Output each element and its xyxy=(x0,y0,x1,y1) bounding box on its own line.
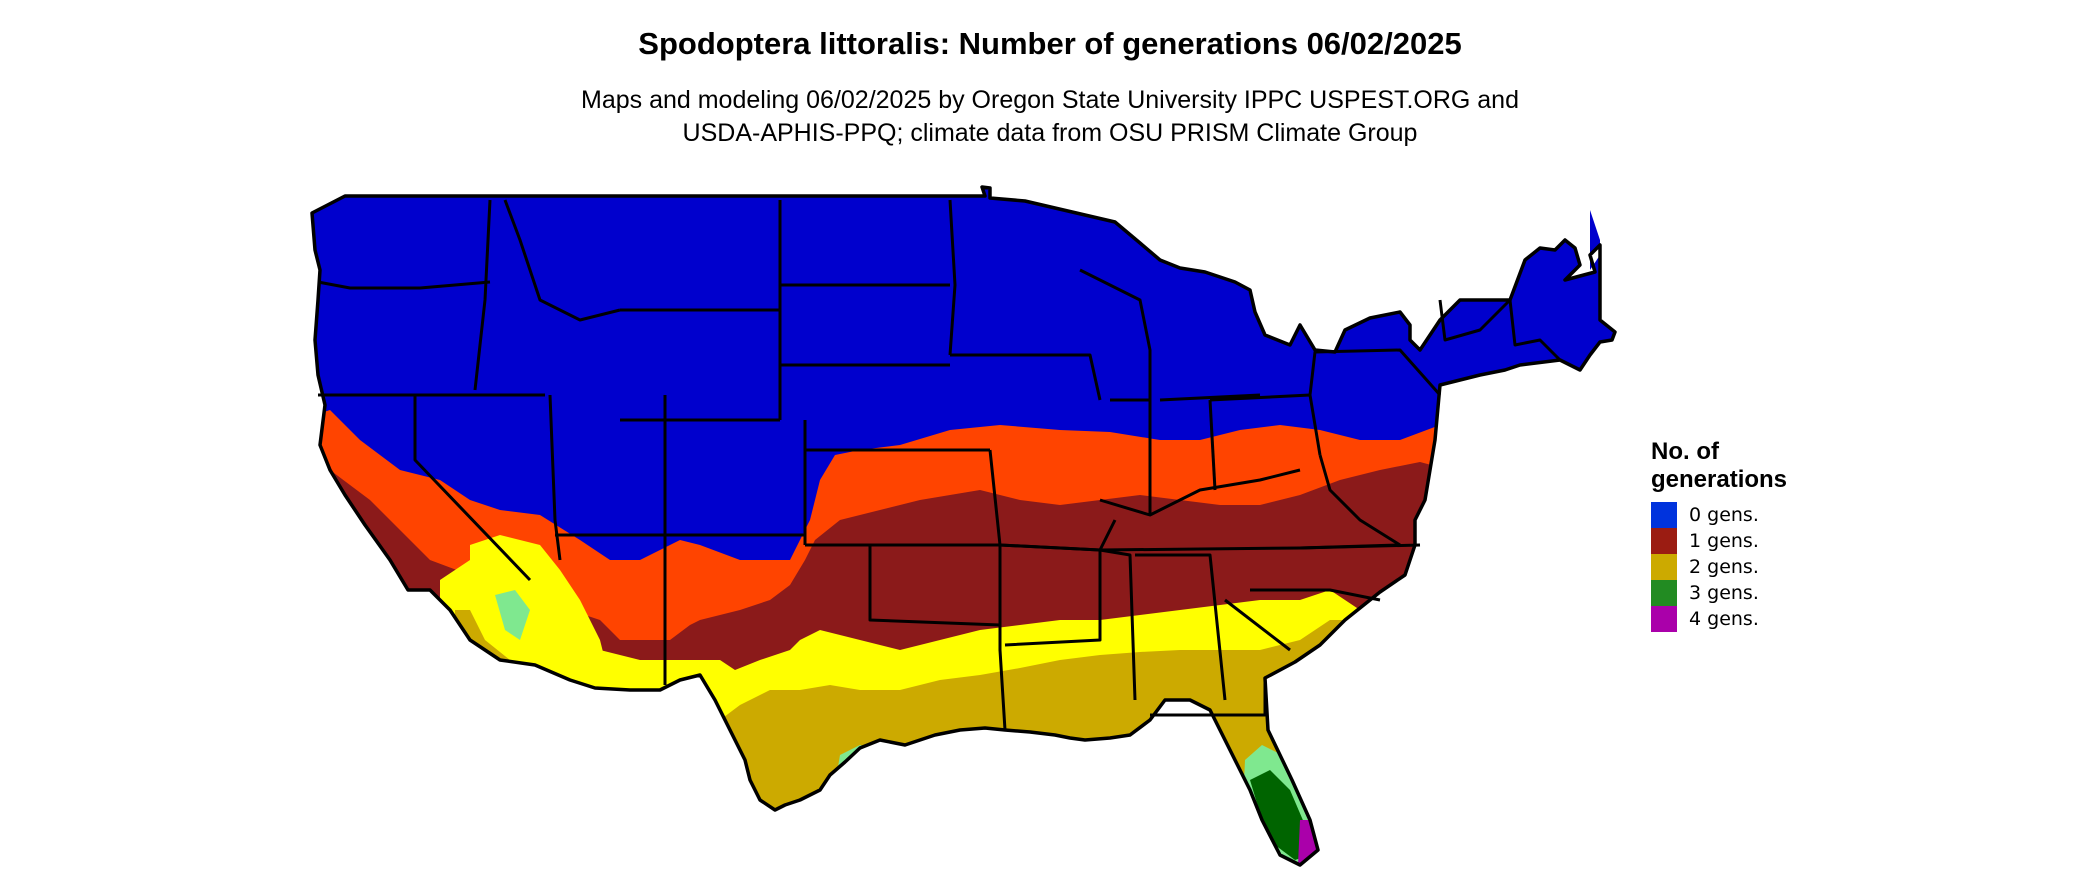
border-va-nc xyxy=(1299,543,1421,550)
legend-label-2-gens: 2 gens. xyxy=(1689,556,1759,578)
border-fl-north xyxy=(1150,680,1267,717)
border-nv-ut xyxy=(548,394,562,561)
border-new-england xyxy=(1438,298,1562,362)
border-ms-al xyxy=(1099,548,1137,701)
zone-3-gens-arizona xyxy=(495,590,530,640)
border-pa-ny xyxy=(1308,348,1442,396)
legend-item-4-gens: 4 gens. xyxy=(1651,606,1851,632)
us-outline xyxy=(310,185,1617,867)
border-ia xyxy=(950,353,1102,401)
border-wi-mi xyxy=(1079,268,1152,400)
legend-label-3-gens: 3 gens. xyxy=(1689,582,1759,604)
map-title: Spodoptera littoralis: Number of generat… xyxy=(638,26,1462,61)
legend-swatch-4-gens xyxy=(1651,606,1677,632)
legend-swatch-0-gens xyxy=(1651,502,1677,528)
border-ok-tx xyxy=(805,543,1001,627)
border-al-ga xyxy=(1135,553,1227,701)
legend: No. of generations 0 gens. 1 gens. 2 gen… xyxy=(1651,438,1851,632)
border-ky-north xyxy=(1099,468,1301,517)
map-subtitle: Maps and modeling 06/02/2025 by Oregon S… xyxy=(0,84,2100,150)
border-mn-west xyxy=(948,199,957,356)
legend-item-3-gens: 3 gens. xyxy=(1651,580,1851,606)
legend-title-line-2: generations xyxy=(1651,466,1788,493)
legend-label-0-gens: 0 gens. xyxy=(1689,504,1759,526)
border-va-wv xyxy=(1318,454,1401,547)
legend-title: No. of generations xyxy=(1651,438,1851,494)
legend-title-line-1: No. of xyxy=(1651,438,1719,465)
border-ca-nv xyxy=(413,395,532,582)
legend-swatch-1-gens xyxy=(1651,528,1677,554)
legend-item-0-gens: 0 gens. xyxy=(1651,502,1851,528)
border-id-west xyxy=(473,199,492,391)
zone-3-gens-florida xyxy=(1250,770,1310,860)
legend-item-2-gens: 2 gens. xyxy=(1651,554,1851,580)
border-ar xyxy=(999,543,1102,647)
subtitle-line-1: Maps and modeling 06/02/2025 by Oregon S… xyxy=(581,86,1519,114)
border-tx-la xyxy=(998,545,1007,731)
zone-3-gens xyxy=(848,765,920,850)
legend-swatch-3-gens xyxy=(1651,580,1677,606)
border-mt-id xyxy=(503,199,621,322)
state-borders xyxy=(310,185,1617,867)
border-in-oh xyxy=(1208,399,1217,491)
border-nc-sc xyxy=(1250,588,1381,602)
subtitle-line-2: USDA-APHIS-PPQ; climate data from OSU PR… xyxy=(682,119,1418,147)
legend-items: 0 gens. 1 gens. 2 gens. 3 gens. 4 gens. xyxy=(1651,502,1851,632)
zone-3-gens-light xyxy=(835,745,950,850)
legend-item-1-gens: 1 gens. xyxy=(1651,528,1851,554)
border-wa-or xyxy=(317,280,491,290)
legend-label-4-gens: 4 gens. xyxy=(1689,608,1759,630)
legend-swatch-2-gens xyxy=(1651,554,1677,580)
legend-label-1-gens: 1 gens. xyxy=(1689,530,1759,552)
border-mi-south xyxy=(1159,393,1261,402)
zone-2-gens-arizona xyxy=(470,535,610,690)
border-sc-ga xyxy=(1224,598,1291,652)
